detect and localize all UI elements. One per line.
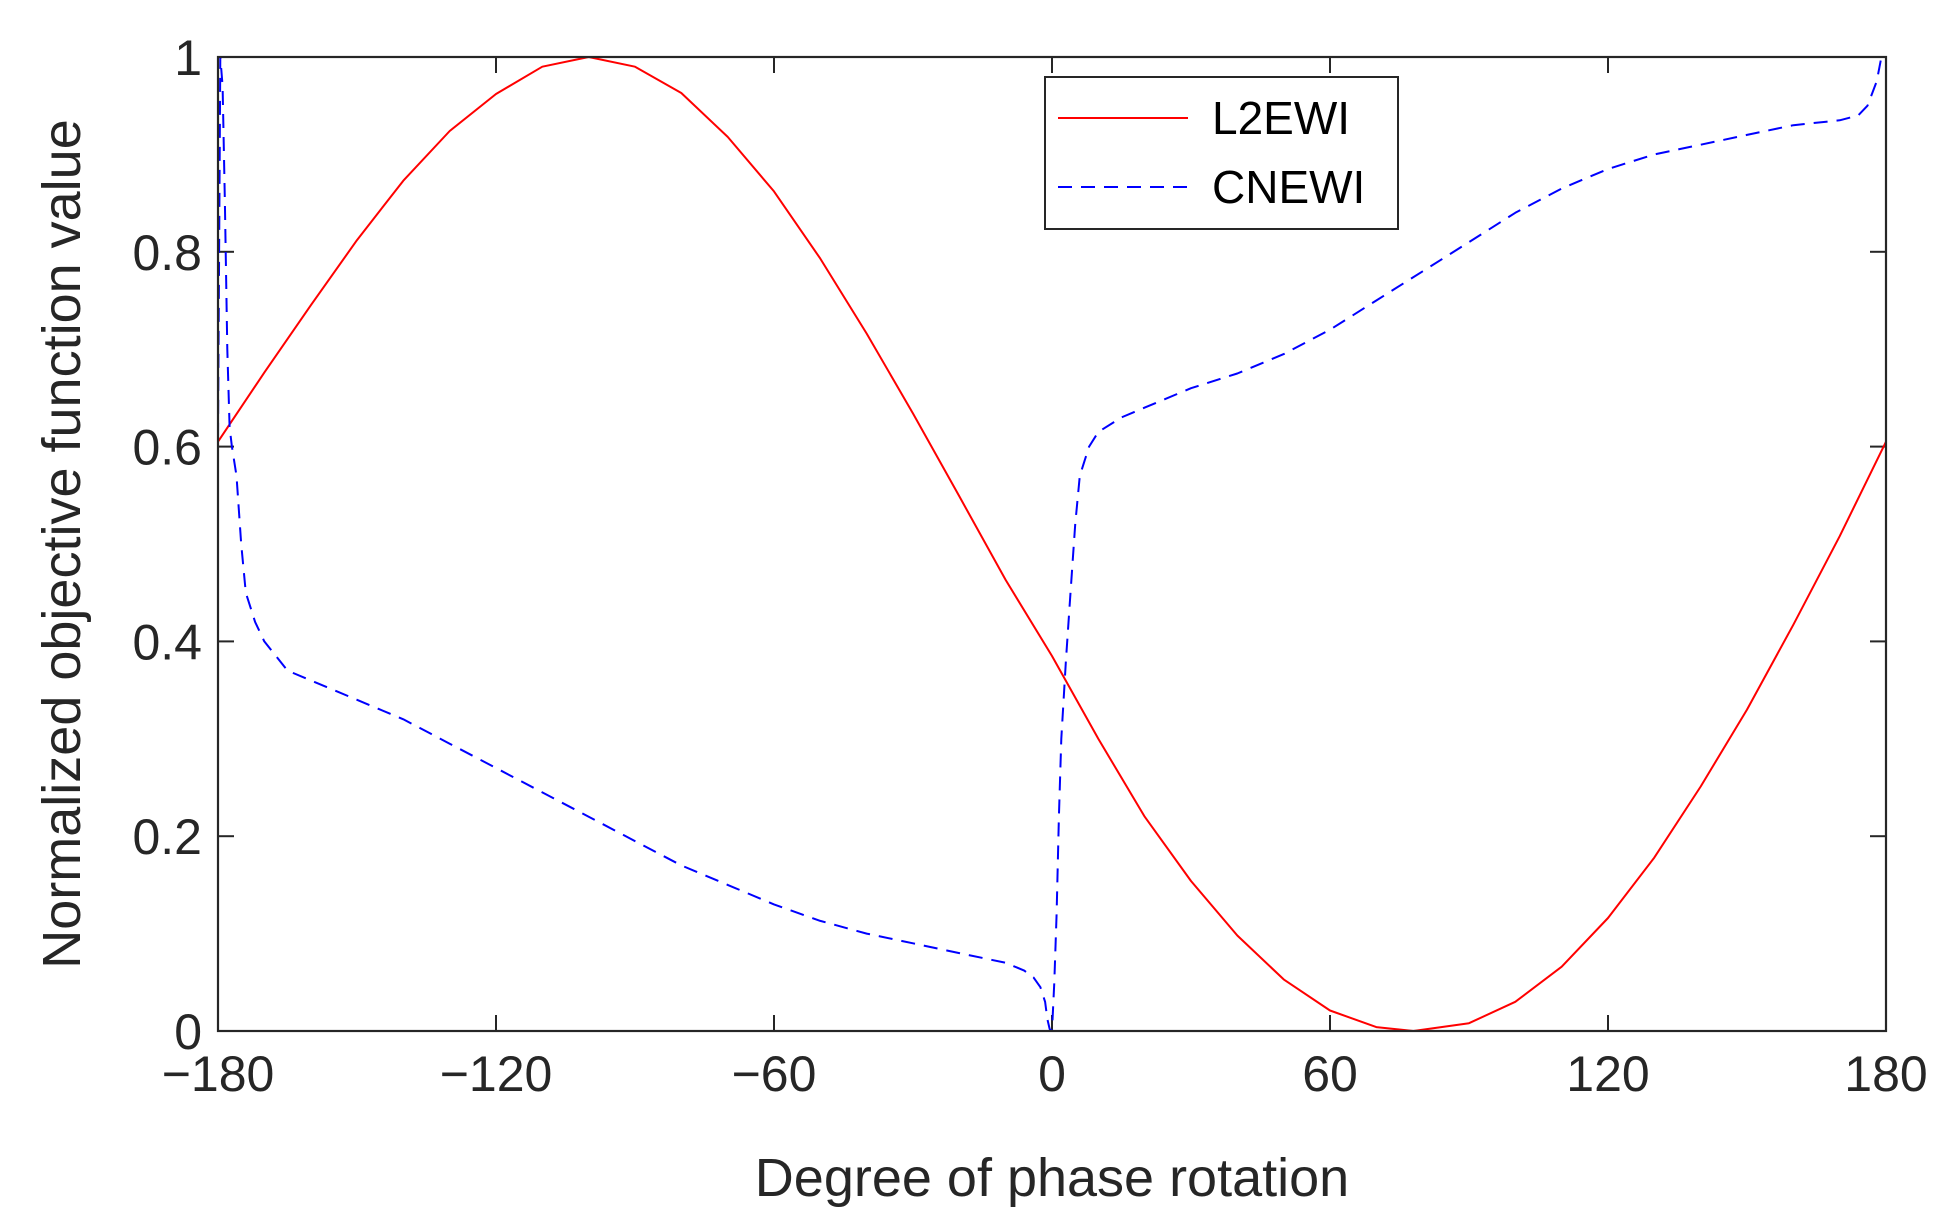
series-line-cnewi (217, 56, 1886, 1032)
series-line-l2ewi (217, 56, 1887, 1032)
y-tick-label: 0.2 (132, 809, 202, 865)
x-tick-label: 60 (1302, 1046, 1358, 1102)
legend-box (1044, 76, 1399, 230)
x-tick-label: −180 (162, 1046, 275, 1102)
legend-label-l2ewi: L2EWI (1212, 92, 1350, 144)
legend: L2EWI CNEWI (1044, 76, 1399, 230)
y-tick-label: 0.4 (132, 614, 202, 670)
y-tick-label: 0 (174, 1004, 202, 1060)
y-axis-label: Normalized objective function value (32, 119, 92, 968)
x-axis-label: Degree of phase rotation (755, 1148, 1349, 1208)
y-tick-label: 1 (174, 30, 202, 86)
labels-layer: −180 −120 −60 0 60 120 180 0 0.2 0.4 0.6 0.8 1 (132, 30, 1927, 1102)
x-tick-label: 0 (1038, 1046, 1066, 1102)
x-tick-label: 120 (1566, 1046, 1649, 1102)
plot-frame (216, 55, 1888, 1033)
series-layer (217, 56, 1887, 1032)
legend-label-cnewi: CNEWI (1212, 161, 1365, 213)
x-tick-label: 180 (1844, 1046, 1927, 1102)
x-tick-label: −60 (732, 1046, 817, 1102)
y-tick-label: 0.8 (132, 225, 202, 281)
x-tick-label: −120 (440, 1046, 553, 1102)
y-tick-label: 0.6 (132, 420, 202, 476)
